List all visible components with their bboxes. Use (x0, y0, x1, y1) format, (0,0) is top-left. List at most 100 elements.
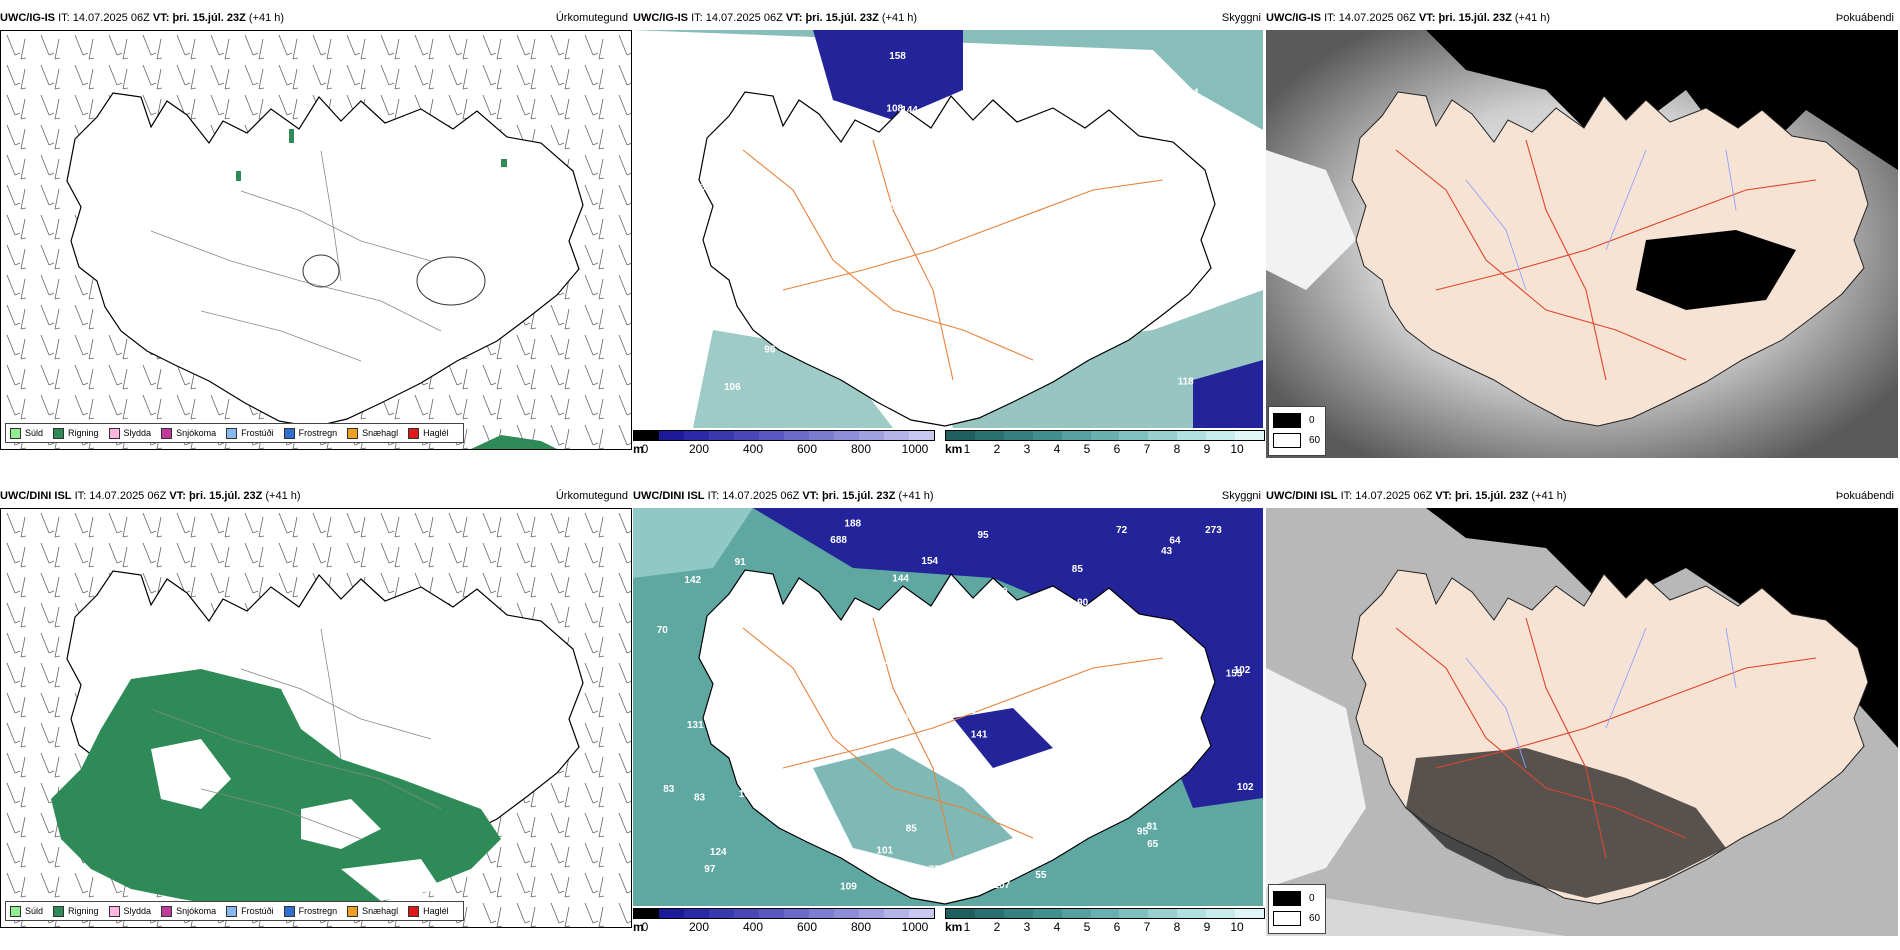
it-value: 14.07.2025 06Z (72, 12, 150, 24)
legend-label: Slydda (123, 906, 152, 916)
colorbar-cell (659, 909, 684, 918)
lead-time: (+41 h) (248, 12, 285, 24)
colorbar-cell (709, 431, 734, 440)
fog-legend-row: 0 (1273, 413, 1315, 428)
cloud-base-label: 131 (687, 720, 704, 731)
cloud-base-label: 90 (779, 802, 791, 813)
cloud-base-label: 250 (704, 100, 721, 111)
legend-swatch (161, 427, 173, 439)
fog-map[interactable]: 0 60 (1266, 508, 1898, 936)
colorbar-tick: 600 (796, 442, 818, 456)
precip-panel-igis: UWC/IG-IS IT: 14.07.2025 06Z VT: þri. 15… (0, 8, 632, 472)
colorbar-cell (1148, 909, 1178, 918)
precip-map[interactable]: Súld Rigning Slydda Snjókoma Frostúði Frostre… (0, 30, 632, 450)
colorbar-tick: 1 (963, 920, 971, 934)
cloud-base-colorbar (633, 430, 935, 441)
precip-map[interactable]: Súld Rigning Slydda Snjókoma Frostúði Frostre… (0, 508, 632, 928)
panel-title: Skyggni (1221, 490, 1261, 502)
legend-swatch (1273, 413, 1301, 428)
lead-time: (+41 h) (898, 490, 934, 502)
visibility-colorbar (945, 908, 1265, 919)
precip-legend-item: Slydda (108, 905, 152, 917)
colorbar-cell (734, 431, 759, 440)
cloud-base-label: 104 (946, 140, 963, 151)
cloud-base-label: 95 (1137, 827, 1149, 838)
precip-map-canvas (1, 509, 631, 927)
legend-swatch (10, 427, 21, 439)
cloud-base-label: 70 (1085, 646, 1097, 657)
panel-header: UWC/DINI ISL IT: 14.07.2025 06Z VT: þri.… (1266, 486, 1898, 506)
cloud-base-label: 92 (900, 639, 912, 650)
precip-legend-item: Frostregn (283, 905, 337, 917)
cloud-base-label: 142 (1061, 604, 1078, 615)
cloud-map[interactable]: 188 85 155 177 141 133 142 142 131 154 113 97 688 109… (633, 508, 1263, 906)
legend-label: Haglél (423, 906, 449, 916)
colorbar-tick: 2 (993, 920, 1001, 934)
it-label: IT: (1324, 12, 1336, 24)
legend-swatch (283, 905, 295, 917)
legend-label: 60 (1309, 435, 1321, 446)
colorbar-tick: 0 (641, 920, 649, 934)
colorbar-tick: 1000 (901, 920, 929, 934)
vt-value: þri. 15.júl. 23Z (172, 12, 246, 24)
colorbar-cell (709, 909, 734, 918)
fog-map[interactable]: 0 60 (1266, 30, 1898, 458)
colorbar-cell (974, 909, 1004, 918)
cloud-base-ticks: 0 200 400 600 800 1000 (641, 920, 935, 936)
colorbar-tick: 6 (1113, 920, 1121, 934)
legend-label: Snjókoma (176, 428, 217, 438)
cloud-base-label: 96 (764, 345, 776, 356)
cloud-base-label: 101 (876, 846, 893, 857)
colorbar-tick: 10 (1230, 442, 1244, 456)
fog-panel-igis: UWC/IG-IS IT: 14.07.2025 06Z VT: þri. 15… (1266, 8, 1898, 472)
model-name: UWC/DINI ISL (633, 490, 705, 502)
visibility-colorbar (945, 430, 1265, 441)
cloud-map[interactable]: 118 93 84 109 108 106 108 104 76 111 55 96 144 53 93 25… (633, 30, 1263, 428)
cloud-base-label: 95 (978, 530, 990, 541)
panel-header: UWC/IG-IS IT: 14.07.2025 06Z VT: þri. 15… (633, 8, 1265, 28)
colorbar-cell (684, 431, 709, 440)
panel-title: Þokuábendi (1835, 490, 1894, 502)
visibility-unit: km (945, 920, 963, 934)
colorbar-cell (884, 909, 909, 918)
cloud-base-label: 273 (1205, 525, 1222, 536)
colorbar-cell (834, 431, 859, 440)
cloud-base-label: 84 (1187, 88, 1199, 99)
colorbar-cell (1032, 909, 1062, 918)
cloud-legend: m 0 200 400 600 800 1000 km 1 2 3 4 5 6 7 8 9 10 (633, 428, 1265, 464)
colorbar-cell (974, 431, 1004, 440)
colorbar-cell (1003, 431, 1033, 440)
cloud-base-label: 185 (1242, 170, 1259, 181)
colorbar-cell (809, 909, 834, 918)
cloud-base-label: 144 (892, 574, 909, 585)
colorbar-cell (784, 431, 809, 440)
cloud-base-label: 93 (1071, 259, 1083, 270)
visibility-unit: km (945, 442, 963, 456)
legend-swatch (1273, 911, 1301, 926)
colorbar-cell (1032, 431, 1062, 440)
model-name: UWC/DINI ISL (1266, 490, 1338, 502)
vt-label: VT: (152, 12, 170, 24)
cloud-base-label: 109 (840, 882, 857, 893)
legend-swatch (347, 427, 359, 439)
legend-swatch (108, 905, 120, 917)
cloud-base-label: 53 (979, 166, 991, 177)
cloud-base-label: 70 (657, 625, 669, 636)
cloud-base-label: 99 (996, 586, 1008, 597)
cloud-base-label: 177 (898, 713, 915, 724)
legend-swatch (1273, 433, 1301, 448)
precip-panel-dini: UWC/DINI ISL IT: 14.07.2025 06Z VT: þri.… (0, 486, 632, 950)
cloud-base-label: 83 (663, 784, 675, 795)
cloud-panel-igis: UWC/IG-IS IT: 14.07.2025 06Z VT: þri. 15… (633, 8, 1265, 472)
colorbar-tick: 4 (1053, 442, 1061, 456)
legend-label: Snæhagl (362, 428, 399, 438)
colorbar-cell (634, 909, 659, 918)
colorbar-cell (1177, 909, 1207, 918)
fog-legend: 0 60 (1268, 406, 1326, 456)
cloud-base-label: 78 (724, 658, 736, 669)
cloud-base-label: 188 (844, 519, 861, 530)
cloud-legend: m 0 200 400 600 800 1000 km 1 2 3 4 5 6 7 8 9 10 (633, 906, 1265, 942)
legend-swatch (10, 905, 21, 917)
cloud-base-label: 76 (714, 303, 726, 314)
cloud-base-label: 137 (1187, 138, 1204, 149)
